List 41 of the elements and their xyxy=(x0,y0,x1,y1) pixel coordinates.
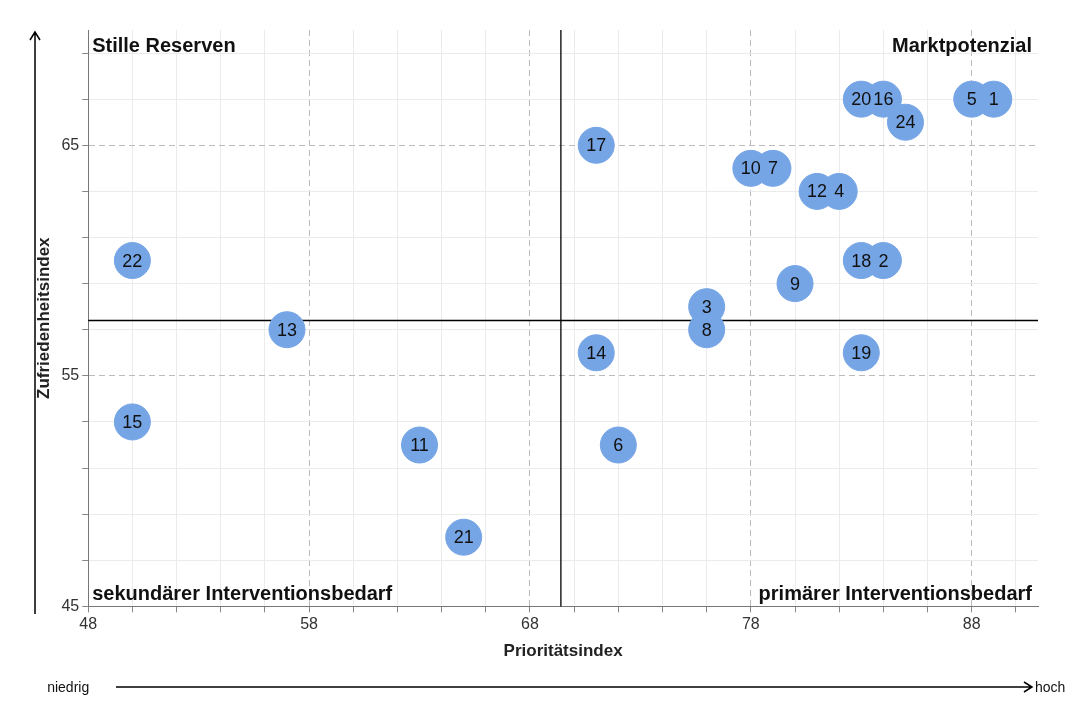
x-tick-label: 68 xyxy=(521,615,539,633)
annotation: 4 xyxy=(834,181,845,202)
annotation: 11 xyxy=(410,434,429,455)
x-tick-label: 88 xyxy=(962,615,981,633)
annotation: Stille Reserven xyxy=(92,33,236,56)
annotation: 2 xyxy=(878,250,889,271)
y-tick-label: 65 xyxy=(61,135,80,153)
annotation: primärer Interventionsbedarf xyxy=(758,581,1033,604)
y-tick-label: 45 xyxy=(61,596,80,614)
annotation: 16 xyxy=(873,89,894,110)
annotation: Marktpotenzial xyxy=(891,33,1032,56)
annotation: 15 xyxy=(122,411,143,432)
annotation: 7 xyxy=(767,158,778,179)
text: hoch xyxy=(1035,678,1066,695)
annotation: 22 xyxy=(122,250,143,271)
annotation: 19 xyxy=(851,342,872,363)
annotation: 18 xyxy=(851,250,872,271)
y-axis-title: Zufriedenheitsindex xyxy=(33,236,53,399)
annotation: 14 xyxy=(586,342,607,363)
annotation: 9 xyxy=(790,273,801,294)
annotation: 6 xyxy=(613,434,624,455)
point xyxy=(776,265,814,303)
annotation: 8 xyxy=(701,319,712,340)
annotation: 3 xyxy=(701,296,712,317)
annotation: 17 xyxy=(586,135,607,156)
point xyxy=(599,426,637,464)
annotation: 20 xyxy=(851,89,872,110)
annotation: 12 xyxy=(807,181,828,202)
annotation: 24 xyxy=(895,112,916,133)
annotation: 21 xyxy=(453,527,474,548)
y-tick-label: 55 xyxy=(61,366,80,384)
x-tick-label: 58 xyxy=(300,615,319,633)
annotation: 5 xyxy=(966,89,977,110)
annotation: 1 xyxy=(988,89,999,110)
annotation: sekundärer Interventionsbedarf xyxy=(92,581,393,604)
annotation: 10 xyxy=(740,158,761,179)
x-tick-label: 78 xyxy=(741,615,760,633)
text: niedrig xyxy=(47,678,90,695)
x-axis-title: Prioritätsindex xyxy=(503,641,624,661)
annotation: 13 xyxy=(276,319,298,340)
x-tick-label: 48 xyxy=(79,615,98,633)
